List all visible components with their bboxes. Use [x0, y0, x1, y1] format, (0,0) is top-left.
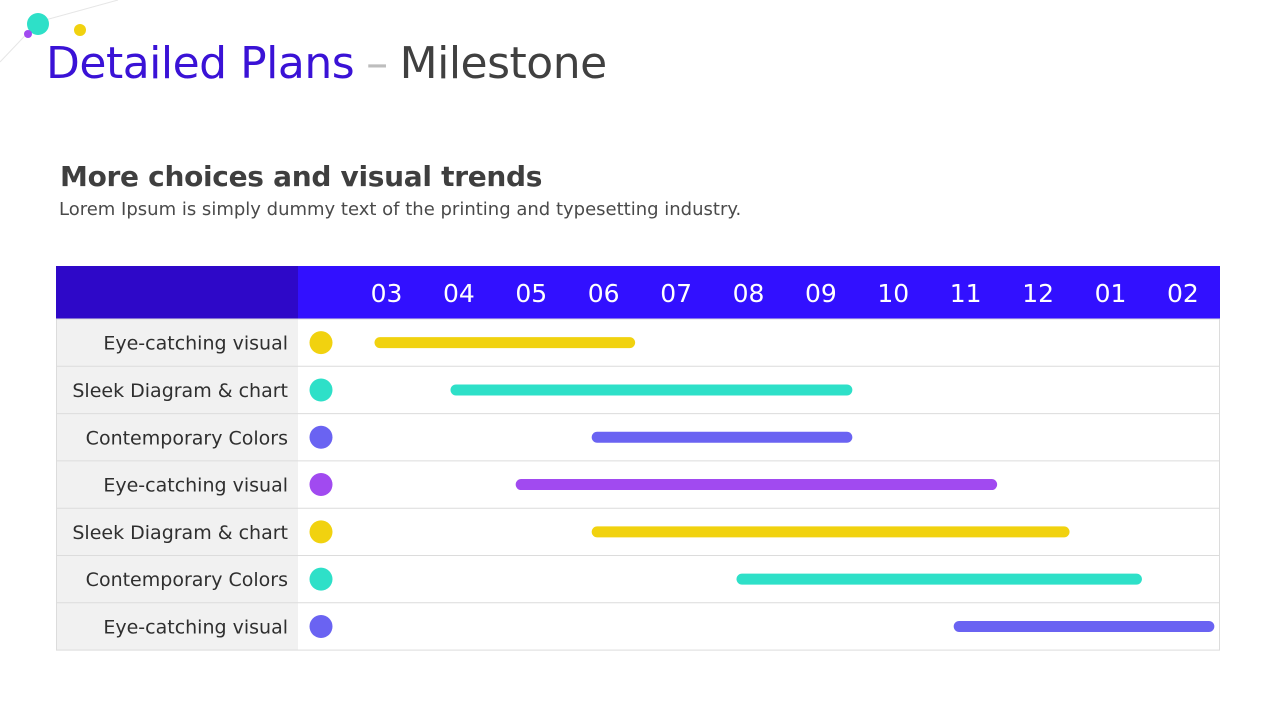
decorative-dots — [0, 0, 119, 63]
task-bar — [515, 479, 998, 491]
month-tick-label: 09 — [805, 279, 837, 308]
task-bar — [953, 620, 1215, 632]
deco-dot-purple — [24, 30, 32, 38]
task-dot — [309, 614, 333, 638]
month-tick-label: 10 — [877, 279, 909, 308]
deco-dot-teal — [27, 13, 49, 35]
task-dot — [309, 520, 333, 544]
task-label: Eye-catching visual — [103, 475, 288, 497]
task-dot — [309, 567, 333, 591]
title-separator: – — [366, 38, 388, 89]
task-bar — [374, 337, 636, 349]
label-column — [56, 319, 298, 651]
page-title: Detailed Plans – Milestone — [46, 34, 607, 94]
title-sub: Milestone — [399, 38, 608, 89]
task-bar — [591, 526, 1070, 538]
task-label: Contemporary Colors — [86, 569, 288, 591]
task-bar — [591, 431, 853, 443]
month-tick-label: 11 — [950, 279, 982, 308]
task-bar — [736, 573, 1142, 585]
month-tick-label: 05 — [515, 279, 547, 308]
month-tick-label: 04 — [443, 279, 475, 308]
month-tick-label: 07 — [660, 279, 692, 308]
task-label: Eye-catching visual — [103, 616, 288, 638]
task-label: Contemporary Colors — [86, 427, 288, 449]
month-tick-label: 08 — [733, 279, 765, 308]
task-label: Sleek Diagram & chart — [72, 522, 288, 544]
task-bar — [450, 384, 853, 396]
task-dot — [309, 473, 333, 497]
month-tick-label: 02 — [1167, 279, 1199, 308]
month-tick-label: 03 — [371, 279, 403, 308]
task-dot — [309, 425, 333, 449]
task-dot — [309, 378, 333, 402]
month-tick-label: 01 — [1095, 279, 1127, 308]
task-dot — [309, 331, 333, 355]
table-border — [56, 318, 1220, 651]
task-label: Sleek Diagram & chart — [72, 380, 288, 402]
title-main: Detailed Plans — [46, 38, 355, 89]
month-tick-label: 06 — [588, 279, 620, 308]
deco-dot-yellow — [74, 24, 86, 36]
header-label-cell — [56, 266, 298, 319]
task-label: Eye-catching visual — [103, 333, 288, 355]
month-tick-label: 12 — [1022, 279, 1054, 308]
section-description: Lorem Ipsum is simply dummy text of the … — [59, 199, 742, 220]
section-heading: More choices and visual trends — [60, 160, 543, 193]
